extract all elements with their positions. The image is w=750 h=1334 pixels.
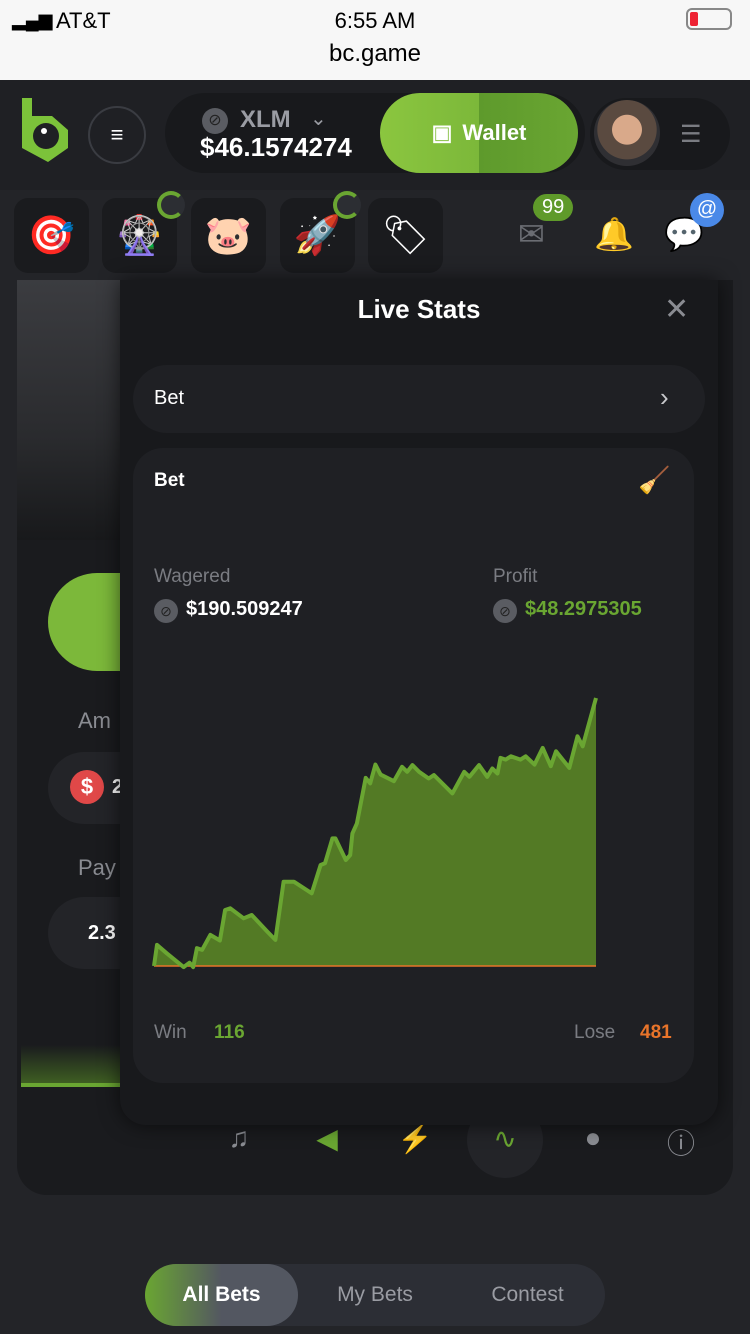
win-label: Win: [154, 1022, 187, 1043]
broom-icon[interactable]: 🧹: [638, 465, 671, 495]
mail-badge: 99: [533, 194, 574, 221]
balance-amount: $46.1574274: [200, 132, 352, 162]
cooldown-spinner: [157, 191, 185, 219]
game-scene: [17, 280, 127, 540]
url-bar[interactable]: bc.game: [328, 40, 422, 67]
user-menu-icon[interactable]: ☰: [680, 121, 702, 148]
profit-line: [152, 697, 598, 970]
lose-count: 481: [640, 1022, 672, 1043]
bc-game-logo[interactable]: [18, 98, 70, 162]
profit-label: Profit: [493, 566, 538, 587]
stellar-icon: ⊘: [202, 108, 228, 134]
bell-icon[interactable]: 🔔: [594, 216, 634, 252]
payout-value: 2.3: [88, 922, 116, 944]
profit-area: [154, 698, 596, 968]
cooldown-spinner: [333, 191, 361, 219]
close-icon[interactable]: ✕: [664, 293, 690, 326]
hamburger-icon[interactable]: ≡: [88, 106, 146, 164]
wallet-icon: ▣: [431, 120, 453, 145]
hotkeys-icon[interactable]: ⚡: [397, 1123, 433, 1154]
amount-value: 2: [112, 776, 124, 798]
carrier: AT&T: [56, 8, 111, 33]
amount-label: Am: [78, 708, 111, 733]
wagered-label: Wagered: [154, 566, 231, 587]
profit-value: $48.2975305: [525, 598, 642, 620]
stellar-icon: ⊘: [493, 599, 517, 623]
dollar-coin-icon: $: [70, 770, 104, 804]
payout-label: Pay: [78, 855, 116, 880]
chevron-down-icon[interactable]: ⌄: [310, 108, 327, 130]
win-count: 116: [214, 1022, 245, 1043]
panel-title: Live Stats: [357, 294, 481, 324]
price-tag-icon[interactable]: 🏷: [368, 198, 443, 273]
fairness-icon[interactable]: ●: [584, 1122, 602, 1153]
piggy-bank-icon[interactable]: 🐷: [191, 198, 266, 273]
currency-name[interactable]: XLM: [240, 106, 291, 133]
signal-icon: ▂▄▆: [12, 10, 53, 30]
sound-icon[interactable]: ◀: [316, 1123, 338, 1154]
bet-button[interactable]: [48, 573, 128, 671]
selector-label: Bet: [154, 387, 185, 409]
target-icon[interactable]: 🎯: [14, 198, 89, 273]
help-icon[interactable]: ⓘ: [666, 1128, 695, 1159]
chat-badge: @: [690, 193, 724, 227]
live-stats-icon[interactable]: ∿: [493, 1123, 517, 1154]
game-tab-indicator: [21, 1045, 121, 1087]
wagered-value: $190.509247: [186, 598, 303, 620]
mail-icon[interactable]: ✉: [518, 216, 545, 252]
tab-my-bets[interactable]: My Bets: [337, 1283, 413, 1306]
tab-all-bets[interactable]: All Bets: [145, 1264, 298, 1326]
wallet-button[interactable]: ▣ Wallet: [380, 93, 578, 173]
status-bar: AT&T ▂▄▆ 6:55 AM bc.game: [0, 0, 750, 80]
lose-label: Lose: [574, 1022, 616, 1043]
chevron-right-icon[interactable]: ›: [660, 382, 669, 412]
battery-icon: [686, 8, 732, 30]
card-title: Bet: [154, 470, 185, 491]
music-off-icon[interactable]: ♫: [228, 1122, 250, 1153]
stellar-icon: ⊘: [154, 599, 178, 623]
clock: 6:55 AM: [334, 8, 416, 33]
wallet-label: Wallet: [462, 120, 527, 145]
stats-type-selector[interactable]: [133, 365, 705, 433]
avatar[interactable]: [594, 100, 660, 166]
profit-chart: [152, 697, 598, 970]
tab-contest[interactable]: Contest: [491, 1283, 564, 1306]
payout-input[interactable]: [48, 897, 128, 969]
